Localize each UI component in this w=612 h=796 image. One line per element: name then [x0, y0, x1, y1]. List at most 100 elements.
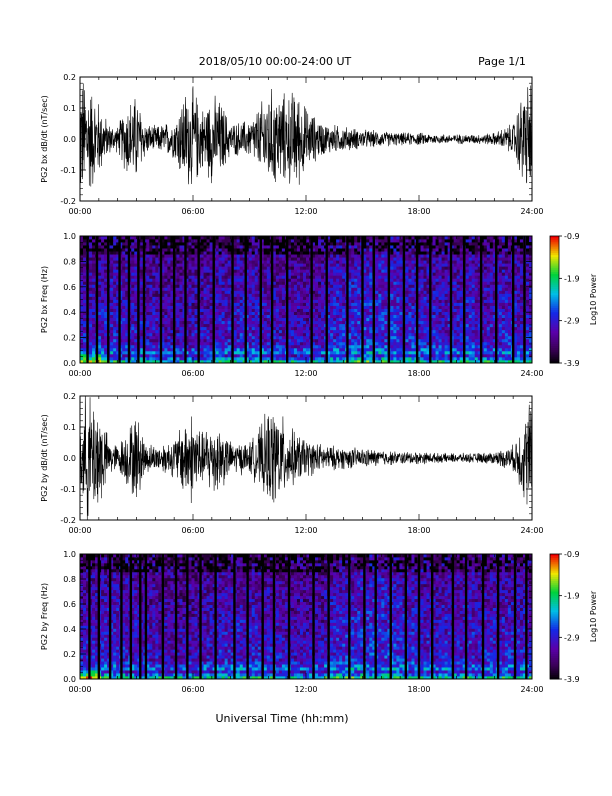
spectrogram-cell	[255, 278, 258, 281]
spectrogram-cell	[321, 330, 324, 333]
spectrogram-cell	[282, 272, 285, 275]
spectrogram-cell	[167, 357, 170, 360]
spectrogram-cell	[164, 296, 167, 299]
spectrogram-cell	[336, 303, 339, 306]
spectrogram-cell	[318, 339, 321, 342]
spectrogram-cell	[179, 236, 182, 239]
spectrogram-cell	[375, 333, 378, 336]
spectrogram-cell	[348, 348, 351, 351]
spectrogram-cell	[279, 357, 282, 360]
spectrogram-cell	[333, 303, 336, 306]
spectrogram-cell	[80, 300, 83, 303]
spectrogram-cell	[131, 342, 134, 345]
spectrogram-cell	[110, 345, 113, 348]
spectrogram-cell	[396, 239, 399, 242]
spectrogram-cell	[155, 300, 158, 303]
spectrogram-cell	[98, 327, 101, 330]
spectrogram-cell	[375, 275, 378, 278]
spectrogram-cell	[294, 354, 297, 357]
spectrogram-cell	[339, 281, 342, 284]
spectrogram-cell	[89, 324, 92, 327]
spectrogram-cell	[303, 315, 306, 318]
spectrogram-cell	[134, 300, 137, 303]
spectrogram-cell	[225, 351, 228, 354]
spectrogram-cell	[204, 272, 207, 275]
spectrogram-cell	[240, 239, 243, 242]
spectrogram-cell	[288, 309, 291, 312]
spectrogram-cell	[279, 306, 282, 309]
spectrogram-cell	[110, 357, 113, 360]
spectrogram-cell	[240, 306, 243, 309]
spectrogram-cell	[378, 257, 381, 260]
spectrogram-cell	[267, 339, 270, 342]
x-tick-label: 12:00	[294, 207, 317, 216]
spectrogram-cell	[411, 245, 414, 248]
spectrogram-cell	[363, 339, 366, 342]
spectrogram-cell	[288, 269, 291, 272]
spectrogram-cell	[89, 236, 92, 239]
spectrogram-cell	[339, 287, 342, 290]
spectrogram-cell	[348, 287, 351, 290]
spectrogram-cell	[366, 345, 369, 348]
spectrogram-cell	[408, 321, 411, 324]
spectrogram-cell	[237, 336, 240, 339]
spectrogram-cell	[188, 287, 191, 290]
spectrogram-cell	[155, 348, 158, 351]
spectrogram-cell	[204, 260, 207, 263]
spectrogram-cell	[101, 248, 104, 251]
spectrogram-cell	[297, 318, 300, 321]
spectrogram-cell	[411, 251, 414, 254]
spectrogram-cell	[318, 290, 321, 293]
spectrogram-cell	[167, 245, 170, 248]
spectrogram-cell	[155, 290, 158, 293]
spectrogram-cell	[411, 306, 414, 309]
spectrogram-cell	[110, 315, 113, 318]
spectrogram-cell	[237, 306, 240, 309]
spectrogram-cell	[297, 333, 300, 336]
spectrogram-cell	[393, 342, 396, 345]
spectrogram-cell	[176, 260, 179, 263]
spectrogram-cell	[191, 339, 194, 342]
spectrogram-cell	[237, 236, 240, 239]
spectrogram-cell	[113, 287, 116, 290]
spectrogram-cell	[279, 290, 282, 293]
spectrogram-cell	[80, 293, 83, 296]
spectrogram-cell	[152, 239, 155, 242]
spectrogram-cell	[279, 269, 282, 272]
spectrogram-cell	[399, 339, 402, 342]
spectrogram-cell	[321, 257, 324, 260]
spectrogram-cell	[80, 321, 83, 324]
spectrogram-cell	[225, 290, 228, 293]
spectrogram-cell	[134, 318, 137, 321]
spectrogram-cell	[321, 260, 324, 263]
spectrogram-cell	[234, 281, 237, 284]
spectrogram-cell	[101, 339, 104, 342]
spectrogram-cell	[303, 266, 306, 269]
spectrogram-cell	[354, 300, 357, 303]
spectrogram-cell	[396, 260, 399, 263]
spectrogram-cell	[421, 287, 424, 290]
spectrogram-cell	[146, 327, 149, 330]
spectrogram-cell	[381, 236, 384, 239]
spectrogram-cell	[381, 269, 384, 272]
spectrogram-cell	[300, 254, 303, 257]
spectrogram-cell	[339, 290, 342, 293]
spectrogram-cell	[405, 236, 408, 239]
spectrogram-cell	[219, 248, 222, 251]
spectrogram-cell	[336, 245, 339, 248]
spectrogram-cell	[273, 296, 276, 299]
spectrogram-cell	[399, 312, 402, 315]
spectrogram-cell	[282, 321, 285, 324]
spectrogram-cell	[216, 296, 219, 299]
spectrogram-cell	[297, 354, 300, 357]
spectrogram-cell	[357, 321, 360, 324]
spectrogram-cell	[176, 239, 179, 242]
spectrogram-cell	[300, 330, 303, 333]
spectrogram-cell	[378, 300, 381, 303]
spectrogram-cell	[228, 357, 231, 360]
spectrogram-cell	[191, 251, 194, 254]
spectrogram-cell	[92, 303, 95, 306]
spectrogram-cell	[152, 306, 155, 309]
spectrogram-cell	[354, 263, 357, 266]
spectrogram-cell	[80, 275, 83, 278]
